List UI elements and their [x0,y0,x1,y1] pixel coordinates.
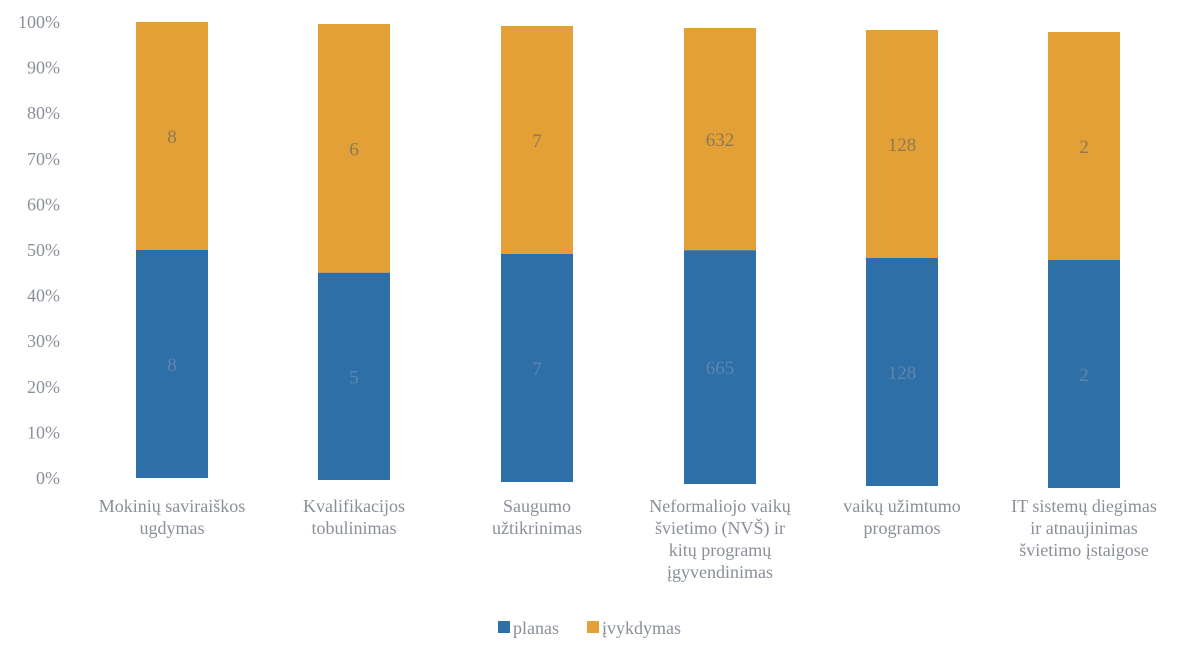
legend-label-ivykdymas: įvykdymas [602,618,681,638]
bar-segment-ivykdymas [866,30,938,258]
data-label-planas: 8 [167,355,177,376]
x-category-label: Neformaliojo vaikų švietimo (NVŠ) ir kitų … [649,496,791,582]
bar-segment-planas [1048,260,1120,488]
legend: planas įvykdymas [498,618,681,638]
data-label-ivykdymas: 6 [349,139,359,160]
legend-swatch-planas [498,621,510,633]
data-label-ivykdymas: 7 [532,131,542,152]
data-label-ivykdymas: 8 [167,127,177,148]
bar-segment-ivykdymas [136,22,208,250]
bar-segment-planas [318,272,390,480]
bar-segment-ivykdymas [684,28,756,251]
x-category-label: Saugumo užtikrinimas [492,496,582,538]
data-label-ivykdymas: 632 [706,130,735,151]
data-label-planas: 128 [888,363,917,384]
legend-label-planas: planas [513,618,559,638]
y-tick-label: 50% [27,240,60,260]
data-label-planas: 665 [706,358,735,379]
y-tick-label: 40% [27,286,60,306]
y-axis: 0% 10% 20% 30% 40% 50% 60% 70% 80% 90% 100% [18,12,60,488]
data-label-ivykdymas: 128 [888,135,917,156]
bar-segment-ivykdymas [1048,32,1120,260]
bar-segment-ivykdymas [318,24,390,273]
y-tick-label: 100% [18,12,60,32]
y-tick-label: 80% [27,103,60,123]
legend-swatch-ivykdymas [587,621,599,633]
bar-segment-planas [136,250,208,478]
y-tick-label: 60% [27,194,60,214]
x-category-label: vaikų užimtumo programos [843,496,960,538]
data-label-planas: 2 [1079,365,1089,386]
x-axis-labels: Mokinių saviraiškos ugdymas Kvalifikacijos… [99,496,1157,582]
bar-segment-planas [684,250,756,484]
bar-segment-ivykdymas [501,26,573,254]
y-tick-label: 30% [27,331,60,351]
y-tick-label: 70% [27,149,60,169]
y-tick-label: 0% [36,468,60,488]
bar-segment-planas [501,254,573,482]
x-category-label: Mokinių saviraiškos ugdymas [99,496,246,538]
y-tick-label: 90% [27,58,60,78]
x-category-label: IT sistemų diegimas ir atnaujinimas švieti… [1011,496,1157,560]
bar-segment-planas [866,258,938,486]
y-tick-label: 10% [27,422,60,442]
y-tick-label: 20% [27,377,60,397]
data-label-planas: 5 [349,367,359,388]
data-label-ivykdymas: 2 [1079,137,1089,158]
x-category-label: Kvalifikacijos tobulinimas [303,496,405,538]
data-label-planas: 7 [532,359,542,380]
bars: 8 8 6 5 7 7 632 665 128 128 2 2 [136,22,1120,488]
